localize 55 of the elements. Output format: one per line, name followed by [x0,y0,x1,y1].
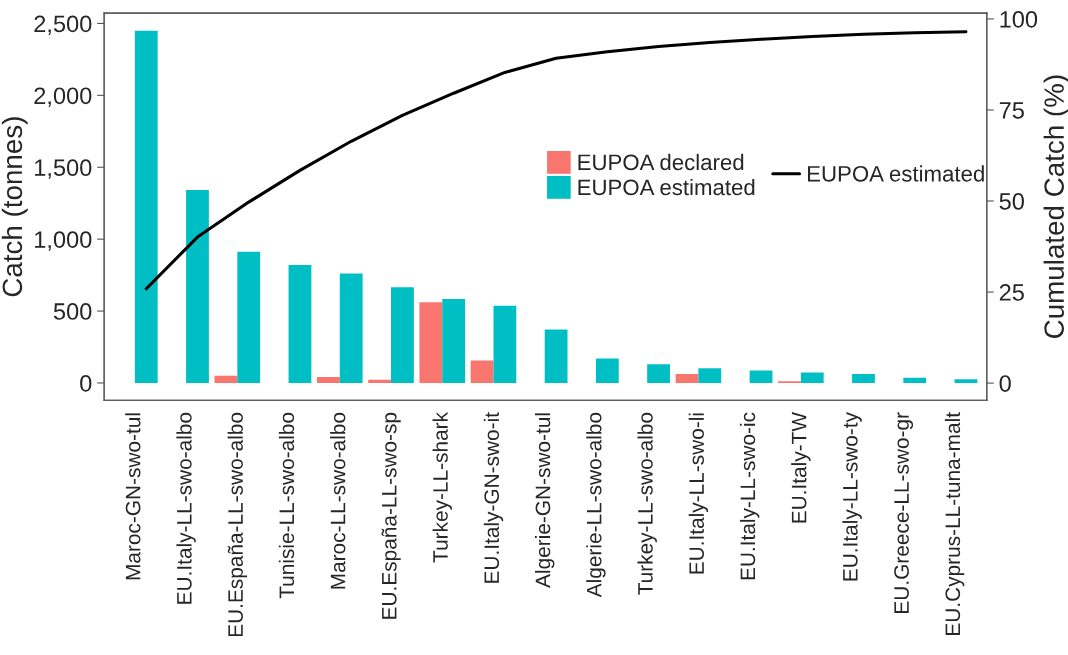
bar [391,287,414,383]
x-tick-label: EU.Cyprus-LL-tuna-malt [944,412,965,635]
bar [675,374,699,383]
bar [749,370,773,383]
bar [903,377,927,383]
bar [800,372,824,383]
bar [134,30,158,383]
bar [214,375,238,383]
bar [470,360,494,383]
bar [954,379,978,383]
x-tick-label: Turkey-LL-shark [432,411,452,563]
y-axis-title: Catch (tonnes) [1,117,28,297]
legend-label: EUPOA estimated [808,165,984,182]
bar [595,358,619,383]
x-tick-label: EU.Italy-LL-swo-li [688,413,709,574]
bar [368,379,392,383]
bar [698,368,722,383]
y-tick-label: 500 [53,303,92,320]
x-tick-label: EU.España-LL-swo-albo [227,412,248,637]
x-tick-label: Algerie-LL-swo-albo [586,412,606,598]
x-tick-label: EU.Italy-GN-swo-it [483,412,504,583]
bar [852,374,875,383]
y2-tick-label: 50 [999,193,1024,210]
x-tick-label: Maroc-LL-swo-albo [330,412,346,589]
legend-label: EUPOA estimated [578,178,755,196]
bar [544,329,568,383]
bar [186,190,209,383]
bar [339,273,363,383]
y2-tick-label: 75 [999,102,1024,119]
bar [316,377,340,383]
x-tick-label: EU.Italy-LL-swo-albo [176,412,196,604]
x-tick-label: EU.Italy-LL-swo-ic [739,412,760,580]
y-tick-label: 0 [80,375,92,392]
x-tick-label: Maroc-GN-swo-tul [125,413,141,580]
x-tick-label: Algerie-GN-swo-tul [535,413,555,588]
x-tick-label: EU.España-LL-swo-sp [381,412,401,619]
y-tick-label: 1,500 [35,159,92,179]
y-tick-label: 2,000 [34,87,92,107]
y2-tick-label: 0 [999,375,1011,392]
bar [442,299,466,383]
legend-label: EUPOA declared [578,153,744,171]
y-tick-label: 1,000 [35,231,92,251]
bar [237,251,261,383]
bar [288,264,312,383]
bar [647,364,670,383]
y2-tick-label: 25 [999,284,1024,301]
y2-tick-label: 100 [1000,10,1038,28]
y-tick-label: 2,500 [34,15,92,36]
bar [493,305,517,383]
x-tick-label: Turkey-LL-swo-albo [637,412,657,595]
bar [419,302,443,383]
x-tick-label: Tunisie-LL-swo-albo [278,412,295,599]
x-tick-label: EU.Italy-LL-swo-ty [842,412,862,581]
x-tick-label: EU.Italy-TW [791,412,811,523]
x-tick-label: EU.Greece-LL-swo-gr [894,412,914,613]
